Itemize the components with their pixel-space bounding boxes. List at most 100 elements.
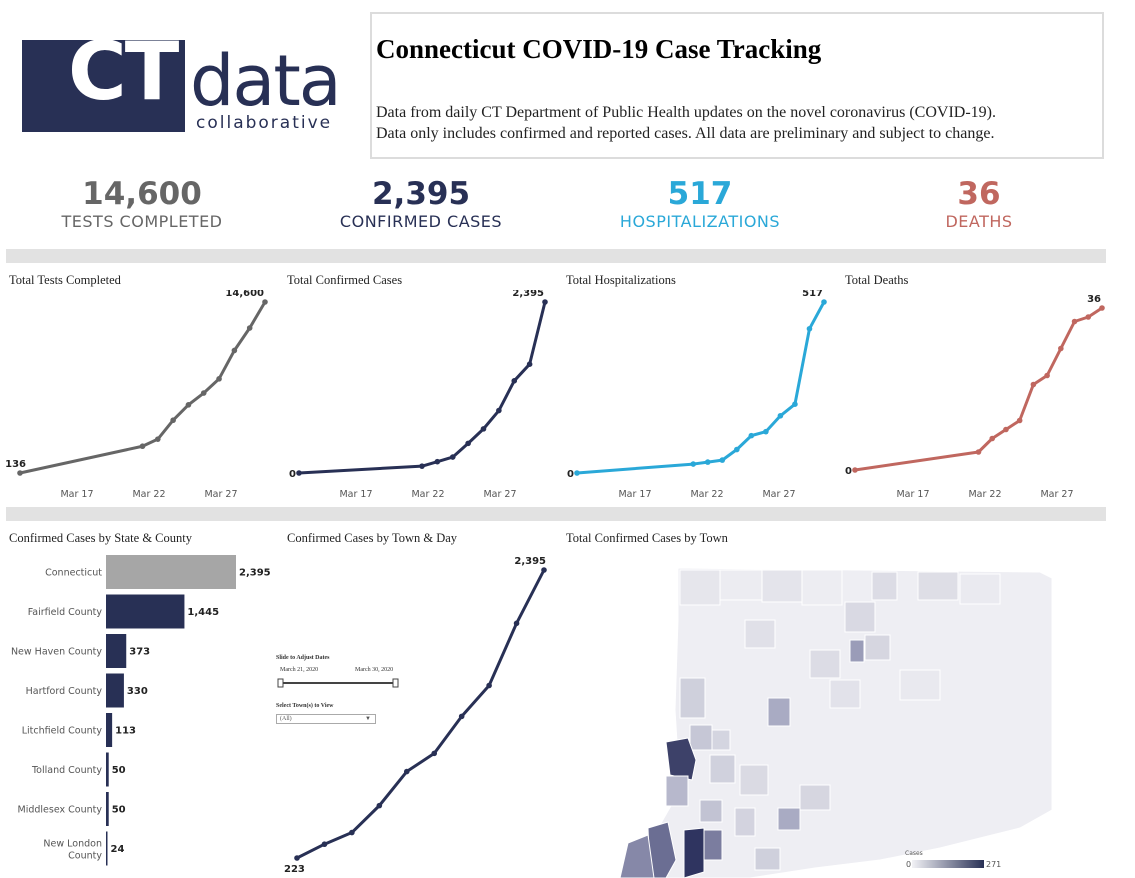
map-town[interactable]: [679, 677, 706, 719]
map-town[interactable]: [871, 571, 898, 601]
map-town[interactable]: [917, 571, 959, 601]
data-point[interactable]: [542, 299, 548, 305]
data-point[interactable]: [431, 750, 438, 757]
bar[interactable]: [106, 673, 124, 708]
map-town[interactable]: [734, 807, 756, 837]
data-point[interactable]: [419, 463, 425, 469]
map-town[interactable]: [849, 639, 865, 663]
town-select[interactable]: (All) ▼: [276, 714, 376, 724]
data-point[interactable]: [17, 470, 23, 476]
data-point[interactable]: [690, 461, 697, 467]
data-point[interactable]: [349, 829, 355, 836]
data-point[interactable]: [321, 841, 328, 848]
bar[interactable]: [106, 634, 127, 668]
data-point[interactable]: [719, 457, 726, 463]
data-point[interactable]: [1016, 417, 1023, 424]
data-point[interactable]: [246, 325, 253, 331]
data-point[interactable]: [465, 440, 471, 447]
map-town[interactable]: [899, 669, 941, 701]
data-point[interactable]: [821, 299, 827, 305]
data-point[interactable]: [403, 768, 410, 775]
data-point[interactable]: [216, 376, 222, 382]
data-point[interactable]: [511, 378, 518, 384]
data-point[interactable]: [574, 470, 580, 476]
kpi-deaths-label: DEATHS: [945, 212, 1013, 231]
bar[interactable]: [106, 713, 113, 747]
data-point[interactable]: [748, 432, 755, 439]
data-point[interactable]: [231, 347, 238, 354]
data-point[interactable]: [704, 459, 711, 465]
map-town[interactable]: [619, 834, 655, 878]
data-point[interactable]: [458, 713, 465, 720]
data-point[interactable]: [1099, 305, 1105, 311]
map-town[interactable]: [864, 634, 891, 661]
data-point[interactable]: [155, 436, 161, 442]
data-point[interactable]: [170, 417, 176, 424]
town-select-value: (All): [280, 716, 292, 722]
map-town[interactable]: [689, 724, 713, 751]
map-town[interactable]: [699, 799, 723, 823]
map-town[interactable]: [754, 847, 781, 871]
data-point[interactable]: [513, 620, 520, 627]
map-town[interactable]: [809, 649, 841, 679]
map-town[interactable]: [679, 569, 721, 606]
map-town[interactable]: [744, 619, 776, 649]
data-point[interactable]: [376, 802, 383, 809]
category-label: New Haven County: [11, 647, 102, 658]
map-town[interactable]: [777, 807, 801, 831]
data-point[interactable]: [852, 467, 858, 473]
data-point[interactable]: [763, 428, 769, 435]
x-tick-label: Mar 27: [1040, 489, 1073, 500]
data-point[interactable]: [975, 449, 982, 455]
map-town[interactable]: [703, 829, 723, 861]
map-town[interactable]: [801, 569, 843, 606]
bar[interactable]: [106, 752, 109, 787]
data-point[interactable]: [526, 361, 533, 367]
data-point[interactable]: [1044, 372, 1050, 379]
map-town[interactable]: [665, 737, 697, 781]
map-town[interactable]: [767, 697, 791, 727]
map-town[interactable]: [709, 754, 736, 784]
map-town[interactable]: [829, 679, 861, 709]
map-town[interactable]: [711, 729, 731, 751]
data-point[interactable]: [296, 470, 302, 476]
slider-handle-start[interactable]: [277, 678, 284, 688]
map-town[interactable]: [761, 569, 803, 603]
data-point[interactable]: [449, 454, 456, 460]
slider-handle-end[interactable]: [392, 678, 399, 688]
date-slider[interactable]: [276, 676, 402, 690]
map-town[interactable]: [719, 569, 763, 601]
data-point[interactable]: [806, 325, 813, 332]
map-town[interactable]: [799, 784, 831, 811]
map-town[interactable]: [844, 601, 876, 633]
bar[interactable]: [106, 792, 109, 826]
data-point[interactable]: [185, 402, 192, 408]
data-point[interactable]: [1003, 426, 1009, 433]
data-point[interactable]: [1085, 314, 1092, 320]
data-point[interactable]: [777, 412, 784, 419]
bar[interactable]: [106, 594, 185, 629]
data-point[interactable]: [434, 458, 441, 465]
data-point[interactable]: [480, 426, 487, 432]
data-point[interactable]: [1071, 318, 1078, 325]
date-slider-title: Slide to Adjust Dates: [276, 655, 330, 661]
data-point[interactable]: [496, 407, 502, 414]
bar[interactable]: [106, 831, 108, 866]
data-point[interactable]: [139, 443, 146, 450]
data-point[interactable]: [541, 567, 547, 573]
map-town[interactable]: [959, 573, 1001, 605]
map-town[interactable]: [739, 764, 769, 796]
data-point[interactable]: [792, 401, 798, 408]
data-point[interactable]: [262, 299, 268, 305]
data-point[interactable]: [486, 682, 492, 689]
data-point[interactable]: [989, 435, 996, 442]
map-town[interactable]: [665, 775, 689, 807]
data-point[interactable]: [1058, 345, 1064, 352]
data-point[interactable]: [294, 855, 300, 861]
data-point[interactable]: [734, 446, 740, 453]
data-point[interactable]: [1030, 381, 1037, 388]
data-point[interactable]: [200, 390, 207, 396]
town-choropleth-map[interactable]: Cases 0 271: [600, 560, 1130, 878]
bar[interactable]: [106, 555, 236, 589]
map-town[interactable]: [683, 827, 705, 878]
